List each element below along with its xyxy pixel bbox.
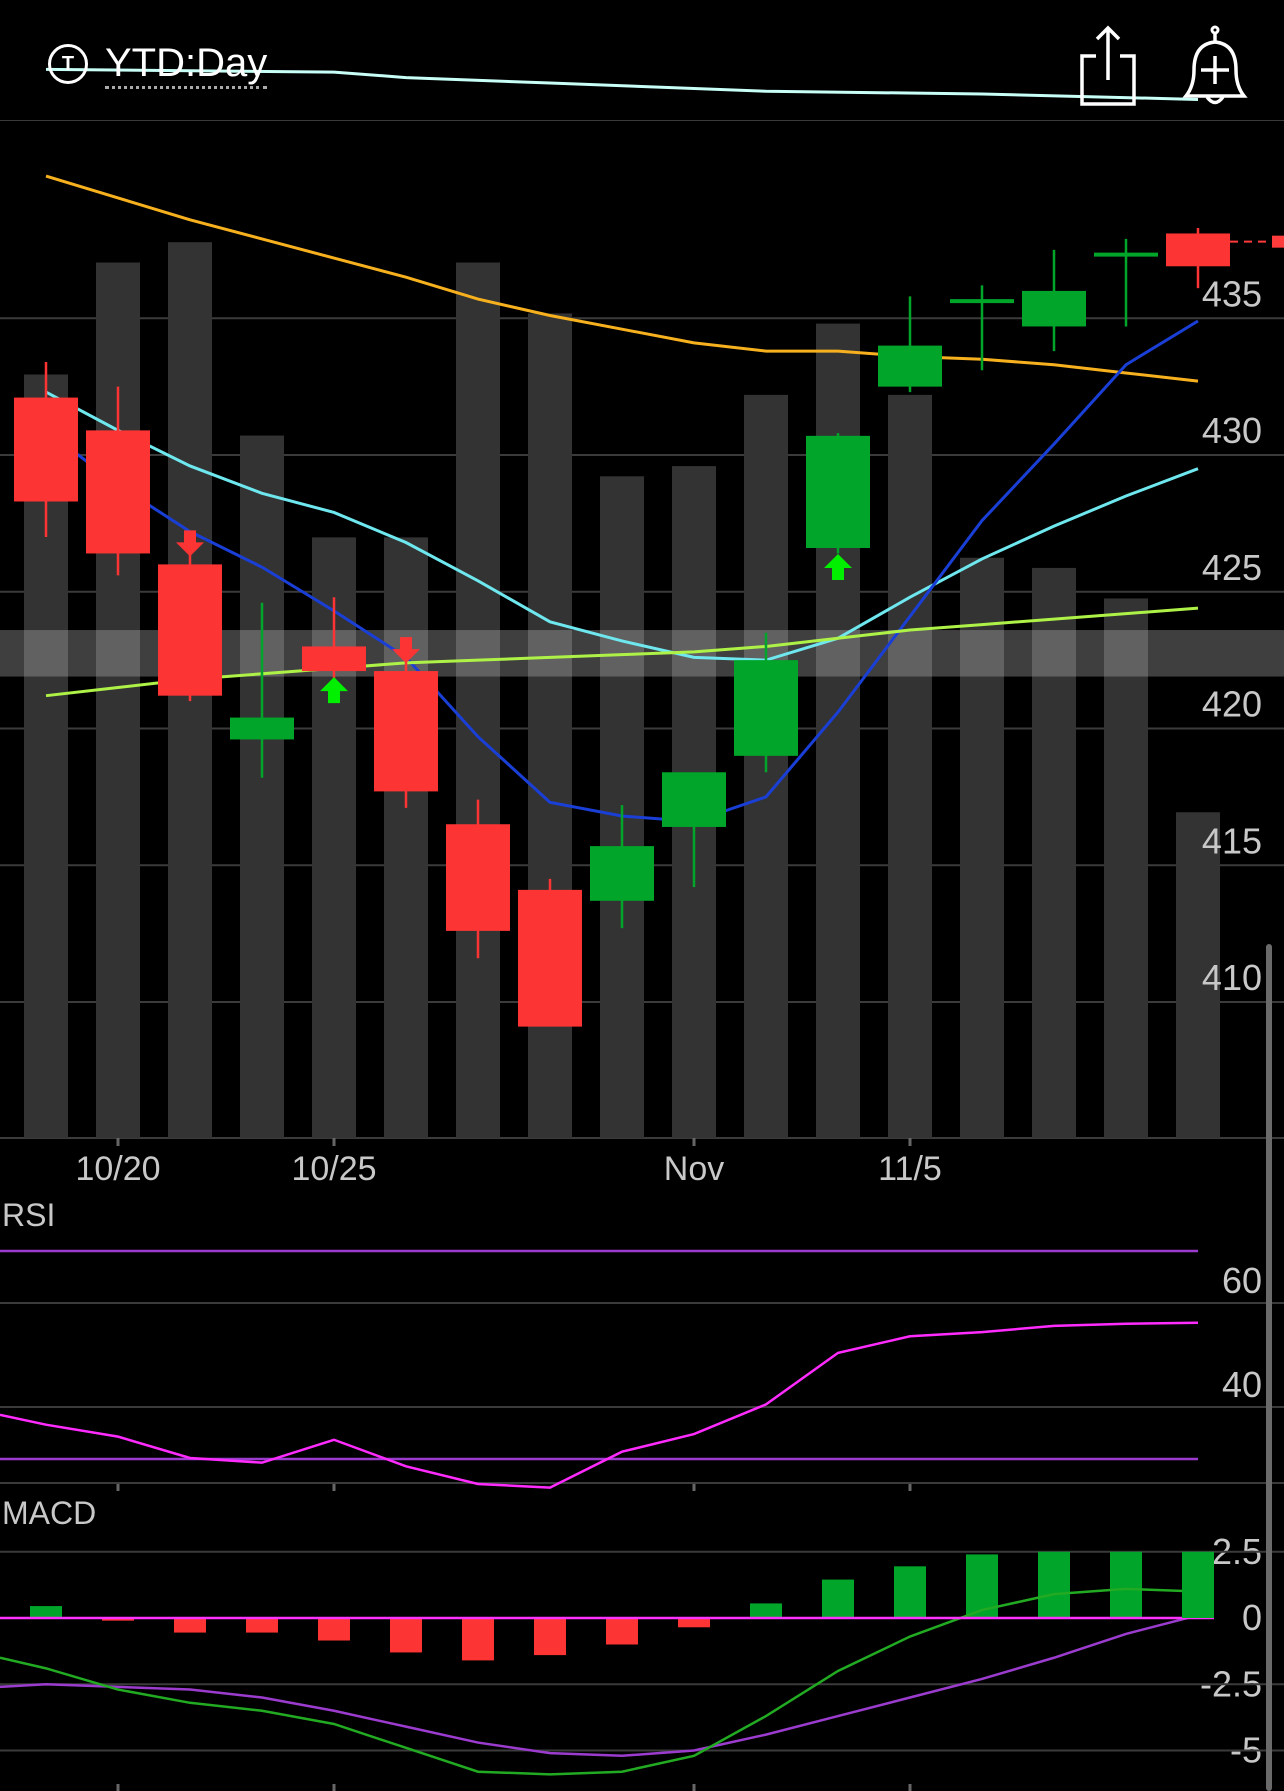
candle-body: [1094, 252, 1158, 257]
candle-body: [158, 564, 222, 696]
volume-bar: [960, 557, 1004, 1138]
candle-body: [806, 435, 870, 548]
candle-body: [1022, 290, 1086, 327]
date-tick-label: 10/20: [75, 1150, 160, 1188]
signal-arrows: [176, 530, 852, 704]
candle-body: [950, 299, 1014, 304]
macd-panel: MACD 2.50-2.5-5: [0, 1495, 1284, 1776]
bell-plus-icon[interactable]: [1180, 24, 1250, 108]
volume-bar: [384, 537, 428, 1138]
top-bar: T YTD:Day: [0, 0, 1284, 121]
macd-histogram-bar: [318, 1618, 350, 1641]
volume-bar: [888, 394, 932, 1138]
moving-average-line: [45, 67, 1199, 101]
price-tick-label: 430: [1202, 410, 1262, 451]
moving-average-line: [45, 174, 1199, 383]
moving-average-line: [45, 390, 1199, 662]
rsi-panel: RSI 40 60: [0, 1197, 1284, 1489]
price-tick-label: 415: [1202, 820, 1262, 861]
rsi-tick-label: 40: [1222, 1364, 1262, 1405]
candle-body: [302, 646, 366, 672]
date-axis: 10/20 10/25 Nov 11/5: [75, 1138, 942, 1791]
macd-histogram-bar-last: [1182, 1551, 1214, 1618]
macd-histogram-bar: [102, 1618, 134, 1621]
period-selector[interactable]: YTD:Day: [105, 40, 268, 89]
candlesticks[interactable]: [14, 227, 1230, 1027]
macd-histogram-bar: [894, 1566, 926, 1618]
price-tick-label: 425: [1202, 547, 1262, 588]
candle-body: [446, 824, 510, 931]
macd-label: MACD: [2, 1495, 96, 1531]
macd-histogram-bar: [1110, 1551, 1142, 1618]
macd-tick-label: 0: [1242, 1597, 1262, 1638]
price-tick-label: 420: [1202, 684, 1262, 725]
price-axis: 410 415 420 425 430 435: [1202, 273, 1262, 998]
buy-arrow-icon: [824, 553, 852, 580]
macd-histogram-bar: [750, 1603, 782, 1618]
candle-body: [734, 660, 798, 756]
macd-line: [0, 1587, 1199, 1776]
macd-histogram-bar: [462, 1618, 494, 1661]
candle-body: [86, 430, 150, 554]
last-price-line: [1230, 235, 1284, 248]
macd-histogram-bar: [174, 1618, 206, 1633]
macd-histogram-bar: [534, 1618, 566, 1656]
volume-bar: [1104, 598, 1148, 1138]
candle-body: [662, 772, 726, 827]
moving-average-line: [45, 606, 1199, 698]
candle-body: [374, 671, 438, 792]
share-icon[interactable]: [1078, 24, 1138, 108]
date-tick-label: Nov: [664, 1150, 724, 1188]
scrollbar[interactable]: [1266, 944, 1272, 1791]
candle-body: [1166, 233, 1230, 267]
rsi-line: [0, 1321, 1199, 1489]
sell-arrow-icon: [176, 530, 204, 557]
volume-bar: [1176, 812, 1220, 1138]
buy-arrow-icon: [320, 677, 348, 704]
last-price-marker: [1272, 235, 1284, 248]
macd-histogram-bar: [30, 1606, 62, 1618]
macd-histogram-bar: [390, 1618, 422, 1653]
ticker-logo-icon: T: [48, 44, 88, 84]
volume-bar: [456, 262, 500, 1138]
sell-arrow-icon: [392, 637, 420, 664]
macd-histogram-bar: [678, 1618, 710, 1628]
macd-histogram-bar: [606, 1618, 638, 1645]
date-tick-label: 11/5: [878, 1150, 942, 1188]
rsi-tick-label: 60: [1222, 1260, 1262, 1301]
macd-histogram-bar: [246, 1618, 278, 1633]
macd-histogram-bar: [822, 1579, 854, 1618]
candle-body: [230, 717, 294, 740]
volume-bar: [1032, 567, 1076, 1138]
candle-body: [878, 345, 942, 387]
date-tick-label: 10/25: [291, 1150, 376, 1188]
price-tick-label: 410: [1202, 957, 1262, 998]
rsi-label: RSI: [2, 1197, 55, 1233]
candle-body: [14, 397, 78, 502]
candle-body: [590, 846, 654, 901]
macd-histogram-bar: [1038, 1551, 1070, 1618]
volume-bar: [240, 435, 284, 1139]
price-tick-label: 435: [1202, 273, 1262, 314]
candle-body: [518, 889, 582, 1027]
macd-signal-line: [0, 1614, 1199, 1758]
